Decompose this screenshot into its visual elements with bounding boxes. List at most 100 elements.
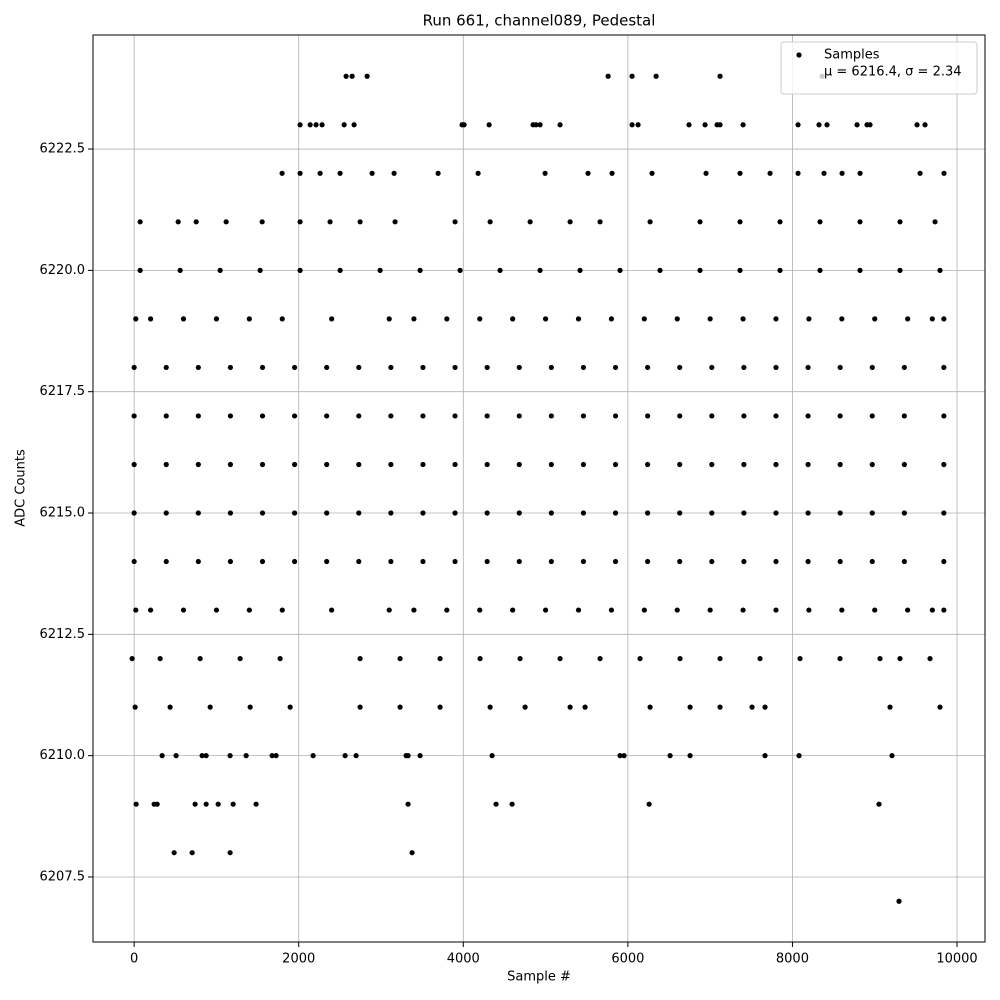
point — [405, 753, 411, 759]
point — [717, 655, 723, 662]
point — [905, 607, 911, 613]
point — [839, 170, 845, 176]
point — [420, 558, 426, 565]
point — [197, 655, 203, 662]
point — [709, 461, 715, 468]
point — [484, 558, 490, 565]
point — [192, 801, 198, 807]
y-tick-label: 6222.5 — [40, 142, 86, 157]
point — [597, 655, 603, 662]
point — [557, 655, 563, 662]
point — [195, 558, 201, 565]
point — [353, 753, 359, 759]
point — [203, 801, 209, 807]
point — [929, 316, 935, 322]
point — [677, 461, 683, 468]
point — [741, 558, 747, 565]
point — [247, 704, 253, 710]
point — [621, 753, 627, 759]
point — [319, 122, 325, 128]
point — [369, 170, 375, 176]
point — [259, 461, 266, 468]
point — [548, 461, 554, 468]
point — [629, 73, 635, 79]
point — [279, 607, 285, 613]
point — [207, 704, 213, 710]
point — [509, 801, 515, 807]
point — [707, 316, 713, 322]
point — [397, 655, 403, 662]
point — [487, 219, 493, 225]
point — [324, 558, 330, 565]
point — [227, 850, 233, 856]
point — [901, 413, 907, 419]
point — [897, 219, 903, 225]
point — [941, 413, 947, 419]
point — [356, 413, 362, 419]
point — [677, 558, 683, 565]
point — [279, 170, 285, 176]
point — [195, 510, 201, 516]
point — [356, 510, 362, 516]
point — [484, 364, 490, 371]
point — [557, 122, 563, 128]
point — [343, 73, 349, 79]
y-tick-label: 6210.0 — [40, 748, 86, 763]
point — [357, 219, 363, 225]
point — [199, 753, 205, 759]
point — [702, 122, 708, 128]
point — [629, 122, 635, 128]
point — [677, 364, 683, 371]
x-tick-label: 6000 — [611, 952, 644, 967]
point — [516, 364, 522, 371]
point — [163, 413, 169, 419]
point — [542, 316, 549, 322]
point — [386, 607, 392, 613]
x-axis-label: Sample # — [507, 970, 571, 985]
point — [617, 267, 623, 273]
point — [796, 753, 802, 759]
point — [437, 655, 443, 662]
point — [816, 122, 822, 128]
point — [510, 316, 516, 322]
point — [740, 122, 746, 128]
point — [805, 558, 811, 565]
point — [227, 558, 234, 565]
point — [857, 170, 863, 176]
point — [292, 413, 298, 419]
y-tick-label: 6220.0 — [40, 263, 86, 278]
point — [767, 170, 773, 176]
point — [324, 510, 330, 516]
point — [175, 219, 181, 225]
point — [342, 753, 348, 759]
point — [901, 558, 907, 565]
point — [397, 704, 403, 710]
point — [869, 510, 875, 516]
point — [837, 510, 843, 516]
point — [329, 607, 335, 613]
point — [617, 753, 623, 759]
point — [937, 267, 943, 273]
point — [773, 413, 779, 419]
point — [737, 267, 743, 273]
point — [259, 558, 266, 565]
point — [195, 413, 201, 419]
point — [709, 364, 715, 371]
point — [837, 364, 843, 371]
point — [377, 267, 383, 273]
point — [674, 316, 680, 322]
point — [641, 316, 647, 322]
point — [444, 316, 450, 322]
point — [608, 316, 615, 322]
point — [522, 704, 528, 710]
legend-box — [780, 41, 978, 95]
point — [420, 364, 426, 371]
point — [709, 510, 715, 516]
point — [645, 461, 651, 468]
point — [817, 267, 823, 273]
y-tick-label: 6217.5 — [40, 384, 86, 399]
point — [645, 558, 651, 565]
point — [213, 607, 220, 613]
point — [444, 607, 450, 613]
point — [203, 753, 209, 759]
